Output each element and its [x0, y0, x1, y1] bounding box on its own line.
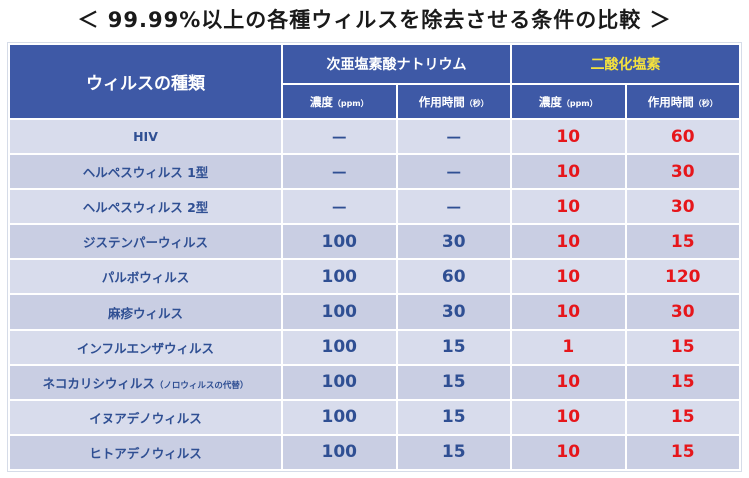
clo2-time-cell: 15 — [626, 225, 739, 259]
naclo-concentration-cell: 100 — [283, 435, 396, 469]
clo2-concentration-cell: 10 — [512, 190, 625, 224]
subheader-label: 濃度 — [309, 94, 333, 109]
naclo-concentration-cell: － — [283, 155, 396, 189]
table-row: ジステンパーウィルス 100 30 10 15 — [10, 225, 739, 259]
table-row: イヌアデノウィルス 100 15 10 15 — [10, 400, 739, 434]
clo2-concentration-cell: 10 — [512, 365, 625, 399]
virus-name-cell: ジステンパーウィルス — [10, 225, 281, 259]
clo2-time-header: 作用時間（秒） — [626, 85, 739, 118]
clo2-concentration-cell: 10 — [512, 295, 625, 329]
virus-name-cell: ネコカリシウィルス（ノロウィルスの代替） — [10, 365, 281, 399]
virus-type-header: ウィルスの種類 — [10, 45, 281, 118]
naclo-time-cell: － — [397, 155, 510, 189]
table-row: ネコカリシウィルス（ノロウィルスの代替） 100 15 10 15 — [10, 365, 739, 399]
table-row: パルボウィルス 100 60 10 120 — [10, 260, 739, 294]
subheader-label: 作用時間 — [418, 94, 465, 109]
virus-name: インフルエンザウィルス — [76, 340, 215, 356]
naclo-time-cell: 15 — [397, 365, 510, 399]
clo2-time-cell: 15 — [626, 330, 739, 364]
sub-header-row: 濃度（ppm） 作用時間（秒） 濃度（ppm） 作用時間（秒） — [10, 85, 739, 118]
subheader-unit: （秒） — [464, 98, 489, 108]
virus-name: パルボウィルス — [101, 270, 190, 286]
table-row: インフルエンザウィルス 100 15 1 15 — [10, 330, 739, 364]
virus-name: ジステンパーウィルス — [82, 235, 208, 251]
table-row: ヘルペスウィルス 1型－－ 10 30 — [10, 155, 739, 189]
virus-name: HIV — [133, 129, 158, 145]
clo2-concentration-cell: 10 — [512, 435, 625, 469]
clo2-concentration-cell: 1 — [512, 330, 625, 364]
page-title: ＜ 99.99%以上の各種ウィルスを除去させる条件の比較 ＞ — [77, 8, 672, 32]
clo2-time-cell: 120 — [626, 260, 739, 294]
clo2-concentration-cell: 10 — [512, 260, 625, 294]
clo2-time-cell: 30 — [626, 295, 739, 329]
subheader-unit: （ppm） — [332, 98, 369, 108]
clo2-time-cell: 30 — [626, 190, 739, 224]
naclo-concentration-cell: 100 — [283, 365, 396, 399]
subheader-label: 濃度 — [538, 94, 562, 109]
subheader-unit: （ppm） — [561, 98, 598, 108]
virus-name-cell: イヌアデノウィルス — [10, 400, 281, 434]
table-row: ヒトアデノウィルス 100 15 10 15 — [10, 435, 739, 469]
virus-name: イヌアデノウィルス — [89, 410, 202, 426]
naclo-time-cell: 15 — [397, 435, 510, 469]
chlorine-dioxide-header: 二酸化塩素 — [512, 45, 739, 83]
naclo-time-cell: － — [397, 120, 510, 154]
naclo-concentration-cell: 100 — [283, 330, 396, 364]
naclo-concentration-cell: 100 — [283, 225, 396, 259]
table-row: ヘルペスウィルス 2型－－ 10 30 — [10, 190, 739, 224]
naclo-time-cell: 60 — [397, 260, 510, 294]
clo2-time-cell: 15 — [626, 435, 739, 469]
naclo-time-header: 作用時間（秒） — [397, 85, 510, 118]
virus-name-cell: インフルエンザウィルス — [10, 330, 281, 364]
naclo-time-cell: 15 — [397, 330, 510, 364]
virus-name: 麻疹ウィルス — [107, 305, 183, 321]
comparison-table: ウィルスの種類 次亜塩素酸ナトリウム 二酸化塩素 濃度（ppm） 作用時間（秒）… — [8, 43, 741, 471]
naclo-concentration-cell: 100 — [283, 295, 396, 329]
naclo-concentration-cell: 100 — [283, 400, 396, 434]
clo2-time-cell: 60 — [626, 120, 739, 154]
naclo-time-cell: 15 — [397, 400, 510, 434]
naclo-time-cell: 30 — [397, 225, 510, 259]
virus-name: ヒトアデノウィルス — [89, 445, 202, 461]
naclo-time-cell: － — [397, 190, 510, 224]
clo2-time-cell: 15 — [626, 400, 739, 434]
virus-name-cell: ヒトアデノウィルス — [10, 435, 281, 469]
virus-name-cell: ヘルペスウィルス 1型 — [10, 155, 281, 189]
subheader-unit: （秒） — [693, 98, 718, 108]
clo2-time-cell: 30 — [626, 155, 739, 189]
group-header-row: ウィルスの種類 次亜塩素酸ナトリウム 二酸化塩素 — [10, 45, 739, 118]
naclo-time-cell: 30 — [397, 295, 510, 329]
virus-name-cell: 麻疹ウィルス — [10, 295, 281, 329]
clo2-concentration-cell: 10 — [512, 400, 625, 434]
naclo-concentration-header: 濃度（ppm） — [283, 85, 396, 118]
virus-name: ヘルペスウィルス 1型 — [82, 165, 209, 181]
clo2-concentration-cell: 10 — [512, 155, 625, 189]
clo2-concentration-cell: 10 — [512, 120, 625, 154]
table-row: 麻疹ウィルス 100 30 10 30 — [10, 295, 739, 329]
subheader-label: 作用時間 — [647, 94, 694, 109]
naclo-concentration-cell: － — [283, 190, 396, 224]
virus-name-cell: ヘルペスウィルス 2型 — [10, 190, 281, 224]
virus-name-cell: パルボウィルス — [10, 260, 281, 294]
clo2-concentration-header: 濃度（ppm） — [512, 85, 625, 118]
comparison-table-container: ウィルスの種類 次亜塩素酸ナトリウム 二酸化塩素 濃度（ppm） 作用時間（秒）… — [7, 42, 742, 472]
naclo-concentration-cell: － — [283, 120, 396, 154]
table-body: HIV －－ 10 60 ヘルペスウィルス 1型－－ 10 30 ヘルペスウィルス 2型－－ 1… — [10, 120, 739, 469]
table-row: HIV －－ 10 60 — [10, 120, 739, 154]
virus-note: （ノロウィルスの代替） — [154, 380, 249, 391]
virus-name: ネコカリシウィルス — [42, 375, 155, 391]
virus-name: ヘルペスウィルス 2型 — [82, 200, 209, 216]
naclo-concentration-cell: 100 — [283, 260, 396, 294]
sodium-hypochlorite-header: 次亜塩素酸ナトリウム — [283, 45, 510, 83]
clo2-concentration-cell: 10 — [512, 225, 625, 259]
virus-name-cell: HIV — [10, 120, 281, 154]
clo2-time-cell: 15 — [626, 365, 739, 399]
